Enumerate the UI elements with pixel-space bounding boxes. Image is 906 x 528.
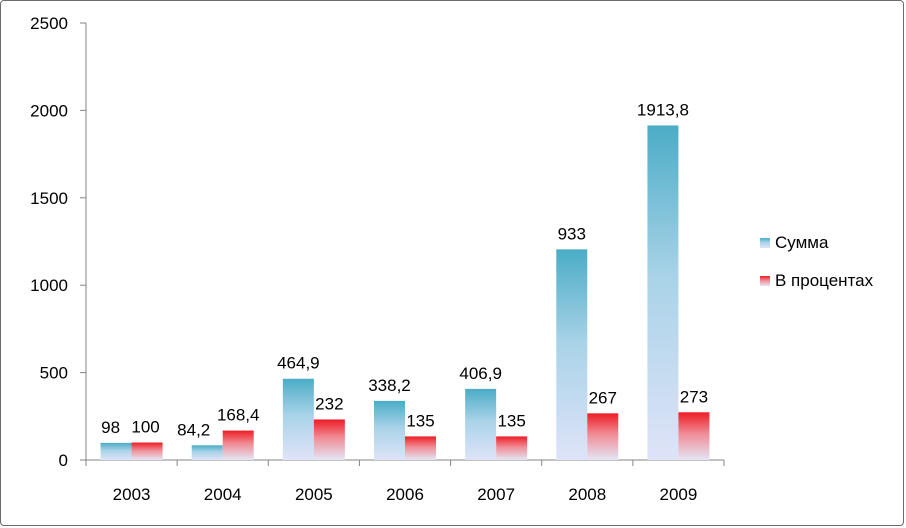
- legend: Сумма В процентах: [760, 233, 874, 290]
- bar-v-protsentakh: [222, 430, 254, 460]
- bar-v-protsentakh: [496, 436, 528, 460]
- data-label: 232: [315, 394, 343, 413]
- y-tick-label: 2000: [30, 101, 68, 120]
- data-label: 267: [589, 388, 617, 407]
- y-tick-label: 2500: [30, 14, 68, 33]
- data-label: 273: [680, 387, 708, 406]
- data-label: 933: [558, 224, 586, 243]
- bar-summa: [647, 125, 679, 460]
- bars: [100, 125, 710, 460]
- data-labels: 98 84,2 464,9 338,2 406,9 933 1913,8 100 168,4 23…: [101, 100, 708, 439]
- bar-v-protsentakh: [313, 419, 345, 460]
- data-label: 338,2: [368, 376, 411, 395]
- x-tick-label: 2005: [295, 485, 333, 504]
- data-label: 84,2: [177, 420, 210, 439]
- x-tick-label: 2009: [660, 485, 698, 504]
- data-label: 135: [497, 411, 525, 430]
- bar-v-protsentakh: [587, 413, 619, 460]
- bar-v-protsentakh: [405, 436, 436, 460]
- x-tick-label: 2006: [386, 485, 424, 504]
- y-tick-label: 0: [59, 451, 68, 470]
- bar-summa: [282, 378, 314, 460]
- y-tick-label: 1000: [30, 276, 68, 295]
- bar-summa: [465, 388, 497, 460]
- bar-summa: [100, 442, 132, 460]
- y-axis-ticks: 0 500 1000 1500 2000 2500: [30, 14, 86, 470]
- y-tick-label: 1500: [30, 189, 68, 208]
- data-label: 98: [101, 418, 120, 437]
- bar-summa: [374, 400, 405, 460]
- x-tick-label: 2003: [113, 485, 151, 504]
- data-label: 406,9: [459, 364, 502, 383]
- legend-label: В процентах: [775, 271, 874, 290]
- x-tick-label: 2004: [204, 485, 242, 504]
- data-label: 100: [131, 418, 159, 437]
- bar-summa: [556, 249, 588, 460]
- data-label: 135: [406, 411, 434, 430]
- bar-summa: [191, 445, 223, 460]
- y-tick-label: 500: [40, 364, 68, 383]
- bar-v-protsentakh: [131, 442, 163, 460]
- x-tick-label: 2008: [568, 485, 606, 504]
- x-axis-ticks: 2003 2004 2005 2006 2007 2008 2009: [85, 460, 725, 504]
- bar-v-protsentakh: [678, 412, 710, 460]
- data-label: 464,9: [277, 354, 320, 373]
- legend-swatch: [760, 238, 770, 248]
- data-label: 1913,8: [637, 100, 689, 119]
- legend-swatch: [760, 276, 770, 286]
- legend-label: Сумма: [775, 233, 829, 252]
- data-label: 168,4: [217, 406, 260, 425]
- x-tick-label: 2007: [477, 485, 515, 504]
